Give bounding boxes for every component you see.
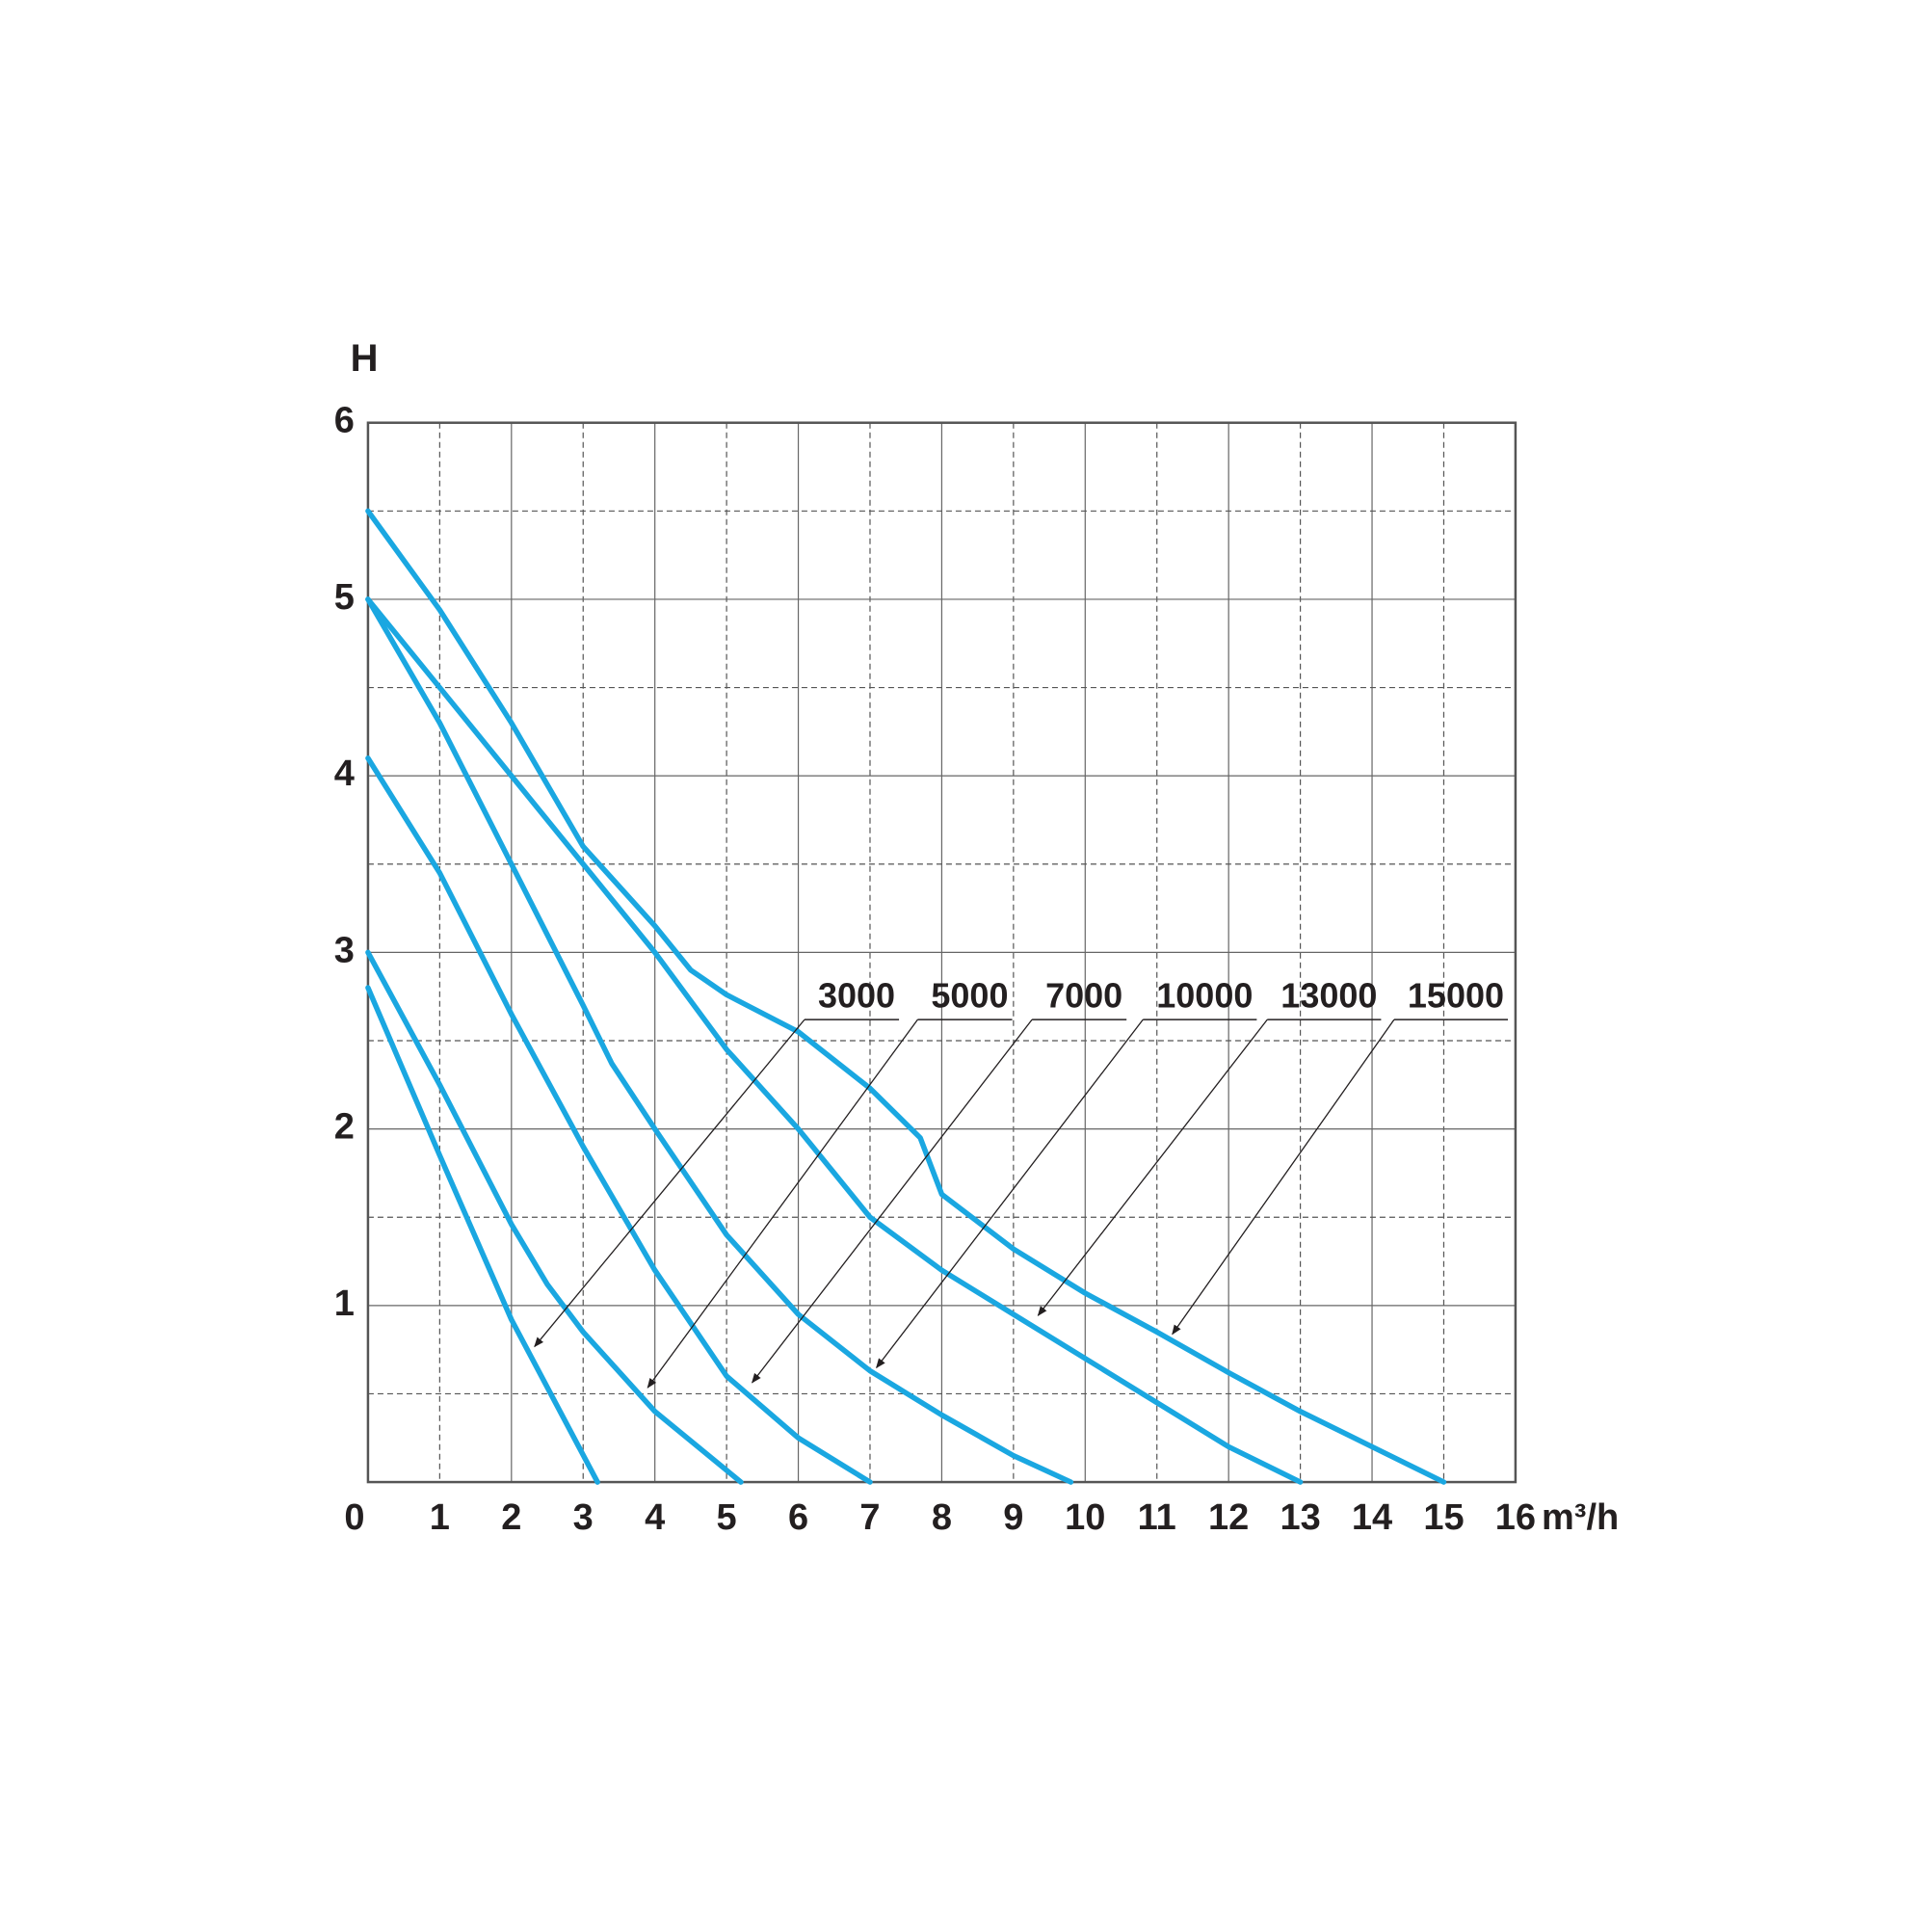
y-tick-label: 5 xyxy=(334,577,355,618)
curve xyxy=(365,596,1074,1485)
series-label: 7000 xyxy=(1045,976,1122,1016)
x-tick-label: 12 xyxy=(1208,1497,1249,1538)
leader-arrow xyxy=(1172,1019,1395,1336)
leader-arrow xyxy=(1037,1019,1268,1316)
leader-arrow xyxy=(647,1019,918,1389)
x-tick-label: 9 xyxy=(1003,1497,1023,1538)
series-label: 13000 xyxy=(1280,976,1377,1016)
x-tick-label: 14 xyxy=(1352,1497,1392,1538)
x-tick-label: 11 xyxy=(1138,1497,1176,1538)
x-tick-label: 0 xyxy=(344,1497,364,1538)
y-tick-label: 1 xyxy=(334,1284,355,1324)
leader-arrow xyxy=(876,1019,1144,1369)
y-tick-label: 6 xyxy=(334,401,355,441)
x-tick-label: 6 xyxy=(788,1497,808,1538)
y-axis-label: H xyxy=(351,337,379,380)
x-tick-label: 2 xyxy=(501,1497,521,1538)
curve xyxy=(365,508,1447,1485)
series-label: 5000 xyxy=(931,976,1008,1016)
leader-arrow xyxy=(534,1019,805,1348)
x-tick-label: 10 xyxy=(1065,1497,1105,1538)
x-tick-label: 7 xyxy=(859,1497,880,1538)
leader-arrow xyxy=(752,1019,1033,1384)
series-label: 3000 xyxy=(818,976,895,1016)
x-tick-label: 3 xyxy=(573,1497,594,1538)
curve xyxy=(365,755,873,1485)
curve xyxy=(365,596,1304,1485)
curve xyxy=(365,949,744,1485)
series-label: 15000 xyxy=(1408,976,1504,1016)
x-tick-label: 4 xyxy=(645,1497,665,1538)
x-tick-label: 1 xyxy=(430,1497,450,1538)
y-tick-label: 3 xyxy=(334,930,355,970)
x-tick-label: 15 xyxy=(1423,1497,1464,1538)
series-label: 10000 xyxy=(1156,976,1253,1016)
x-tick-label: 8 xyxy=(932,1497,952,1538)
y-tick-label: 4 xyxy=(334,754,355,794)
x-axis-label: m³/h xyxy=(1542,1497,1619,1538)
x-tick-label: 13 xyxy=(1280,1497,1320,1538)
y-tick-label: 2 xyxy=(334,1107,355,1148)
curve xyxy=(365,985,600,1485)
x-tick-label: 16 xyxy=(1495,1497,1536,1538)
x-tick-label: 5 xyxy=(717,1497,737,1538)
